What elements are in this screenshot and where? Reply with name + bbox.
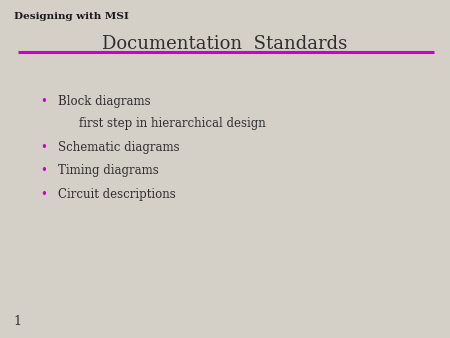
Text: •: • — [40, 188, 47, 201]
Text: first step in hierarchical design: first step in hierarchical design — [79, 117, 266, 130]
Text: Timing diagrams: Timing diagrams — [58, 164, 159, 177]
Text: Designing with MSI: Designing with MSI — [14, 12, 128, 21]
Text: Block diagrams: Block diagrams — [58, 95, 151, 108]
Text: •: • — [40, 95, 47, 108]
Text: 1: 1 — [14, 315, 22, 328]
Text: Schematic diagrams: Schematic diagrams — [58, 141, 180, 153]
Text: •: • — [40, 141, 47, 153]
Text: Documentation  Standards: Documentation Standards — [103, 35, 347, 53]
Text: •: • — [40, 164, 47, 177]
Text: Circuit descriptions: Circuit descriptions — [58, 188, 176, 201]
